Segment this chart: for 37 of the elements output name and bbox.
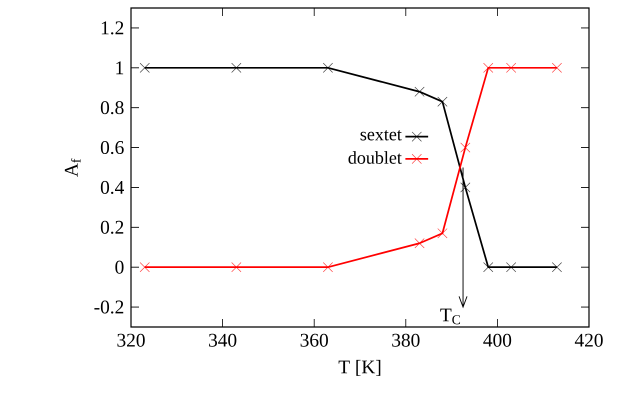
x-tick-label: 420 (574, 334, 603, 347)
point (414, 86, 425, 97)
x-tick-label: 360 (300, 334, 328, 347)
point (506, 262, 516, 272)
point (322, 262, 333, 272)
x-tick-label: 320 (117, 334, 145, 347)
point (140, 62, 150, 73)
x-tick-label: 340 (209, 334, 236, 347)
point (483, 262, 494, 272)
annotation: T$_{C}$ (440, 308, 460, 324)
point (483, 62, 494, 73)
point (140, 262, 150, 272)
point (322, 62, 333, 73)
point (552, 62, 562, 73)
point (414, 238, 425, 248)
point (460, 182, 470, 192)
legend-label: doublet (348, 151, 402, 164)
y-tick-label: 0.2 (100, 220, 124, 234)
x-axis-title: T [K] (338, 360, 380, 376)
legend-label: sextet (360, 130, 402, 140)
y-tick-label: 0.4 (100, 180, 124, 194)
y-tick-label: 0.8 (100, 101, 124, 114)
point (506, 62, 516, 73)
point (552, 262, 562, 272)
point (460, 142, 470, 153)
point (231, 262, 242, 272)
x-tick-label: 400 (483, 334, 512, 347)
text: -0.2 (94, 300, 124, 314)
point (437, 96, 448, 107)
x-tick-label: 380 (392, 334, 420, 347)
y-tick-label: 0 (115, 260, 124, 274)
y-axis-title: A$_{f}$ (64, 158, 81, 177)
y-tick-label: 0.6 (100, 140, 124, 154)
y-tick-label: 1 (116, 61, 124, 74)
point (437, 228, 448, 238)
point (231, 62, 242, 73)
y-tick-label: 1.2 (102, 21, 124, 34)
